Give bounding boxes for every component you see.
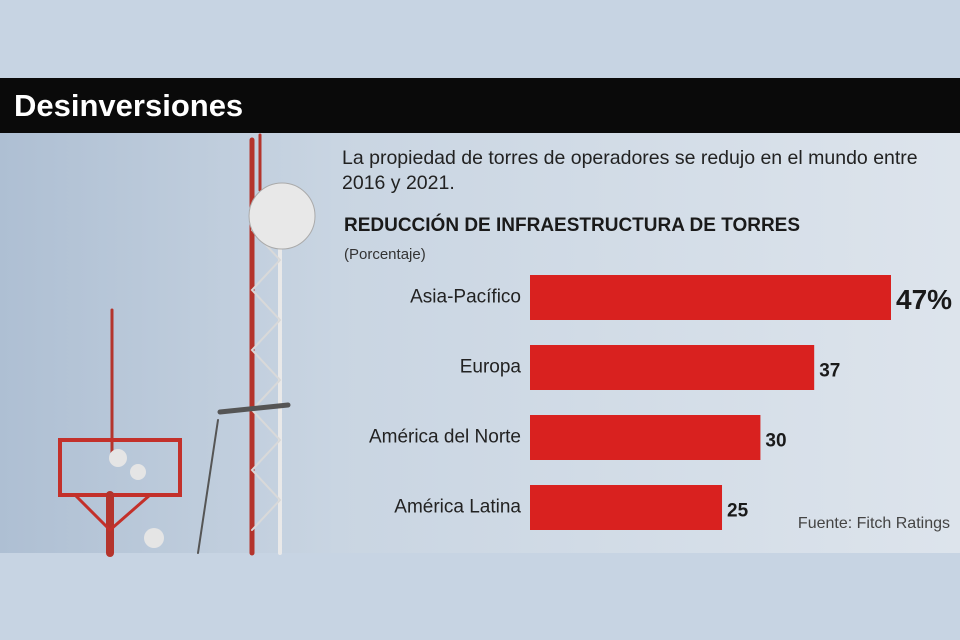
category-label: América del Norte bbox=[369, 427, 521, 448]
category-label: Europa bbox=[460, 357, 522, 378]
bar bbox=[530, 415, 761, 460]
source: Fuente: Fitch Ratings bbox=[798, 515, 950, 532]
value-label: 47% bbox=[896, 284, 952, 315]
subtitle-box: La propiedad de torres de operadores se … bbox=[342, 147, 918, 194]
value-label: 25 bbox=[727, 501, 749, 522]
category-label: América Latina bbox=[394, 497, 521, 518]
tower-illustration bbox=[58, 133, 316, 557]
bar bbox=[530, 485, 723, 530]
header-band bbox=[0, 78, 960, 133]
subtitle: La propiedad de torres de operadores se … bbox=[342, 147, 918, 194]
bar bbox=[530, 345, 815, 390]
photo-panel bbox=[0, 133, 960, 553]
value-label: 37 bbox=[819, 361, 840, 382]
bar bbox=[530, 275, 891, 320]
chart-title: REDUCCIÓN DE INFRAESTRUCTURA DE TORRES bbox=[344, 214, 800, 236]
unit-note: (Porcentaje) bbox=[344, 246, 426, 263]
value-label: 30 bbox=[765, 431, 786, 452]
category-label: Asia-Pacífico bbox=[410, 287, 521, 308]
header-title: Desinversiones bbox=[14, 88, 243, 123]
